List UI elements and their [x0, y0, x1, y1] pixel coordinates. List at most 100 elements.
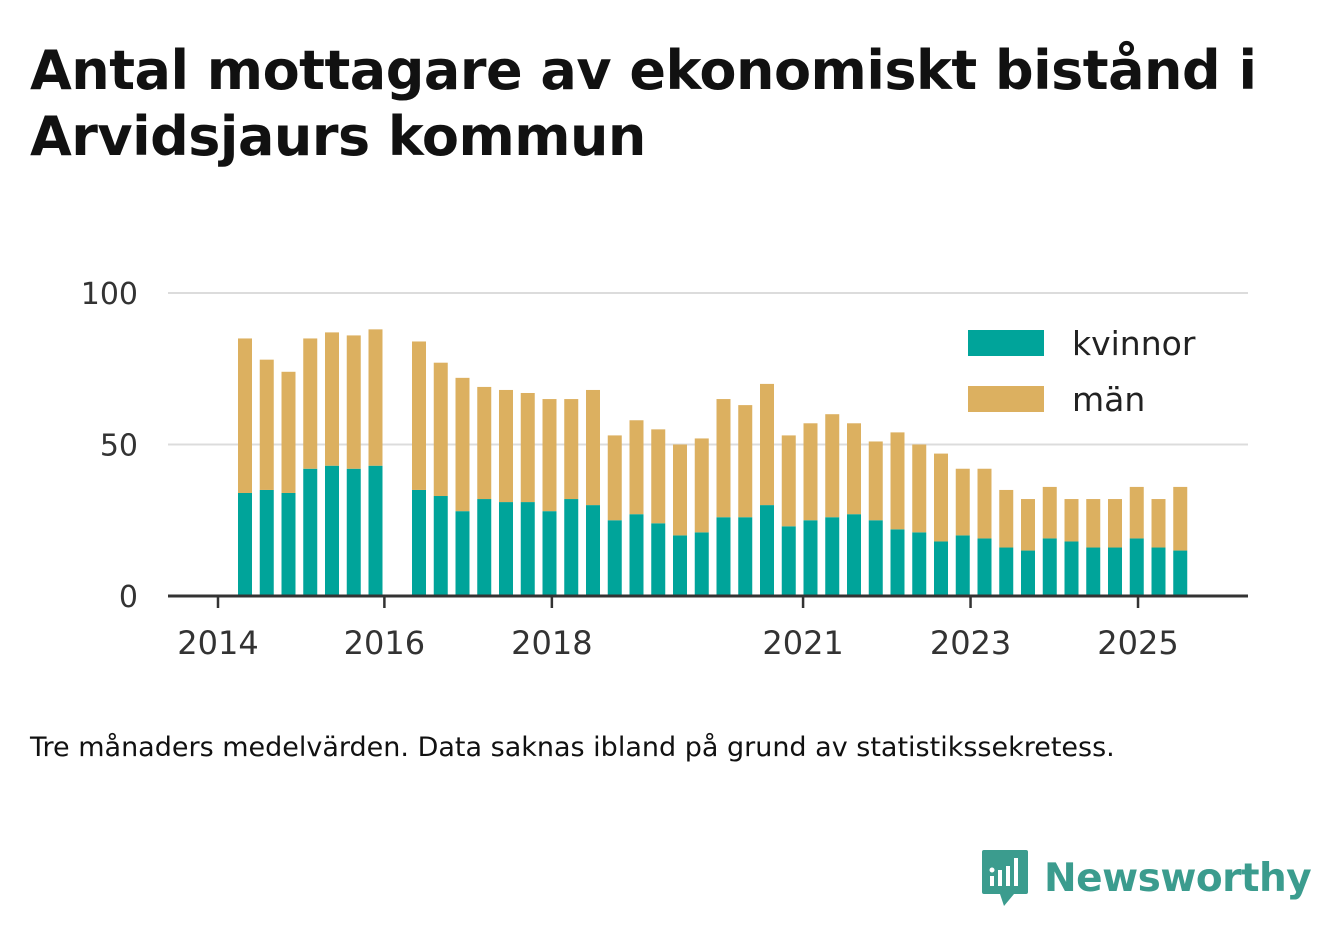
bar-kvinnor — [499, 502, 513, 596]
bar-kvinnor — [281, 492, 296, 596]
bar-man — [847, 423, 861, 515]
bar-kvinnor — [455, 511, 470, 596]
x-tick-label: 2021 — [762, 624, 843, 662]
bar-kvinnor — [912, 532, 927, 596]
bar-man — [934, 453, 948, 542]
bar-kvinnor — [259, 489, 274, 596]
bar-kvinnor — [716, 517, 731, 596]
bar-kvinnor — [412, 489, 426, 596]
bar-kvinnor — [520, 502, 535, 596]
bar-kvinnor — [1021, 550, 1035, 596]
axes: 0 50 100 2014 2016 2018 2021 2023 2025 — [81, 277, 1248, 662]
bar-kvinnor — [825, 517, 840, 596]
brand-name: Newsworthy — [1044, 855, 1312, 901]
legend: kvinnor män — [968, 324, 1196, 419]
x-tick-label: 2014 — [177, 624, 258, 662]
bar-man — [325, 332, 339, 466]
y-tick-label: 50 — [100, 429, 138, 464]
bar-kvinnor — [803, 520, 818, 596]
bar-man — [760, 383, 774, 506]
bar-kvinnor — [586, 505, 600, 596]
bar-man — [1042, 486, 1057, 539]
bar-kvinnor — [977, 538, 992, 596]
bar-man — [694, 438, 709, 533]
bar-man — [1151, 499, 1166, 548]
bar-kvinnor — [999, 547, 1014, 596]
bar-kvinnor — [346, 468, 361, 596]
bar-kvinnor — [325, 465, 339, 596]
bar-man — [238, 338, 252, 493]
bar-kvinnor — [433, 496, 448, 596]
bar-man — [977, 468, 992, 539]
bar-man — [520, 392, 535, 503]
bar-kvinnor — [1108, 547, 1122, 596]
y-tick-label: 0 — [119, 580, 138, 615]
bar-man — [499, 389, 513, 503]
bar-man — [629, 420, 644, 515]
bar-kvinnor — [607, 520, 622, 596]
bar-man — [607, 435, 622, 521]
bar-man — [868, 441, 883, 521]
bar-kvinnor — [1064, 541, 1079, 596]
bar-kvinnor — [868, 520, 883, 596]
newsworthy-logo-icon — [982, 850, 1028, 906]
bar-man — [955, 468, 970, 536]
bar-man — [433, 362, 448, 497]
x-tick-label: 2018 — [511, 624, 592, 662]
bar-man — [825, 414, 840, 518]
bar-man — [455, 377, 470, 512]
stacked-bar-chart: 0 50 100 2014 2016 2018 2021 2023 2025 kvinnor mä… — [81, 277, 1248, 662]
bar-kvinnor — [303, 468, 318, 596]
bar-man — [564, 399, 579, 500]
bar-kvinnor — [1151, 547, 1166, 596]
x-tick-label: 2023 — [930, 624, 1011, 662]
bar-kvinnor — [934, 541, 948, 596]
bar-kvinnor — [651, 523, 666, 596]
bar-man — [781, 435, 796, 527]
bar-man — [412, 341, 426, 490]
bar-man — [346, 335, 361, 469]
bar-man — [1173, 486, 1188, 551]
x-tick-label: 2016 — [344, 624, 425, 662]
bar-man — [368, 329, 383, 466]
bar-kvinnor — [629, 514, 644, 596]
bar-kvinnor — [1129, 538, 1144, 596]
bar-man — [651, 429, 666, 524]
bar-kvinnor — [955, 535, 970, 596]
bar-man — [1108, 499, 1122, 548]
bar-man — [738, 405, 753, 518]
bar-man — [1064, 499, 1079, 542]
bar-man — [890, 432, 905, 530]
bar-man — [1086, 499, 1101, 548]
bar-man — [912, 444, 927, 533]
bar-kvinnor — [477, 499, 492, 596]
bar-man — [303, 338, 318, 469]
bar-man — [281, 371, 296, 493]
bar-man — [803, 423, 818, 521]
bar-man — [1021, 499, 1035, 551]
bar-kvinnor — [760, 505, 774, 596]
legend-label: kvinnor — [1072, 324, 1196, 363]
footnote: Tre månaders medelvärden. Data saknas ib… — [30, 732, 1115, 763]
x-tick-label: 2025 — [1097, 624, 1178, 662]
bar-kvinnor — [368, 465, 383, 596]
bar-kvinnor — [781, 526, 796, 596]
bar-man — [542, 399, 557, 512]
bar-kvinnor — [673, 535, 687, 596]
bar-man — [716, 399, 731, 518]
bar-man — [673, 444, 687, 536]
y-tick-label: 100 — [81, 277, 138, 312]
bar-man — [1129, 486, 1144, 539]
brand-logo: Newsworthy — [980, 848, 1312, 908]
bar-kvinnor — [847, 514, 861, 596]
chart-title: Antal mottagare av ekonomiskt bistånd i … — [30, 39, 1257, 168]
bar-man — [999, 489, 1014, 548]
legend-swatch — [968, 386, 1044, 412]
bar-kvinnor — [694, 532, 709, 596]
bar-kvinnor — [238, 492, 252, 596]
bar-kvinnor — [564, 499, 579, 596]
bar-kvinnor — [1042, 538, 1057, 596]
bar-kvinnor — [890, 529, 905, 596]
bar-man — [477, 386, 492, 500]
bars — [238, 329, 1188, 596]
